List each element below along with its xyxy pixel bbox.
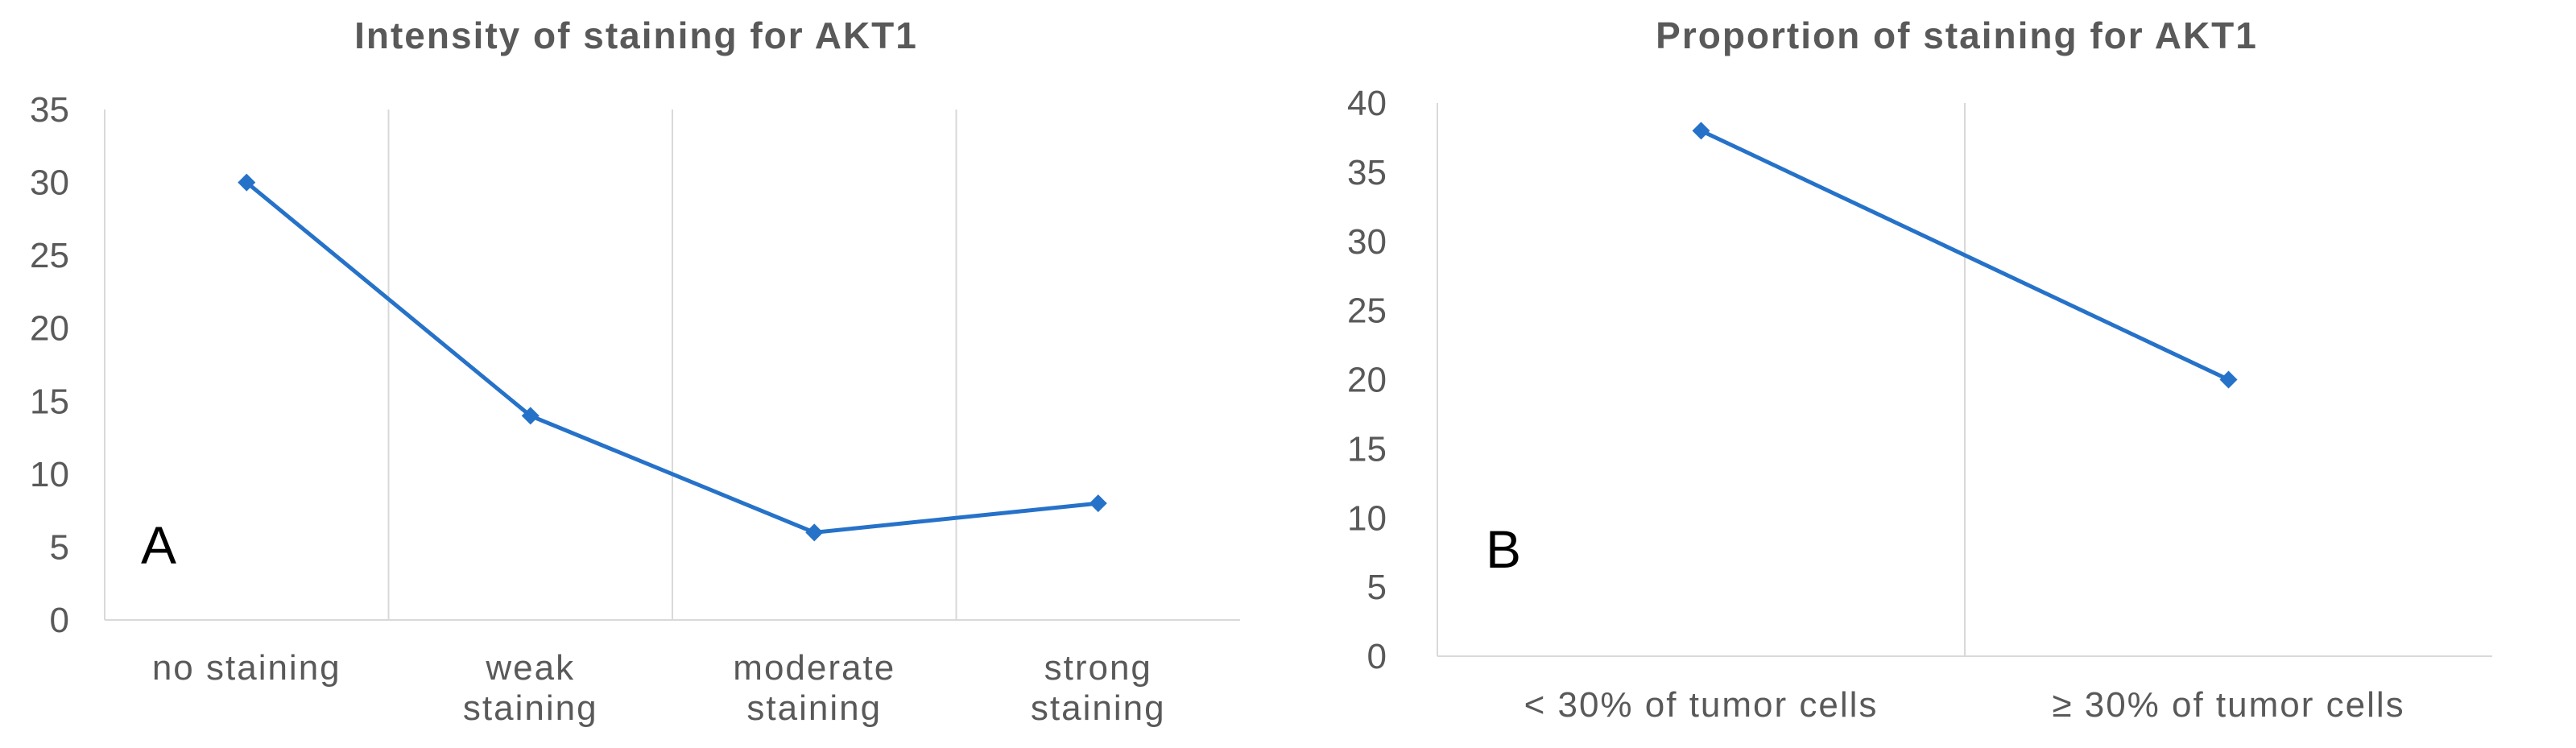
- data-point: [1692, 122, 1710, 140]
- data-point: [2219, 370, 2238, 389]
- y-tick-label: 10: [30, 455, 69, 494]
- panel-letter: A: [141, 515, 176, 575]
- y-tick-label: 15: [30, 382, 69, 421]
- y-tick-label: 40: [1347, 84, 1387, 123]
- data-point: [805, 523, 824, 542]
- x-category-label: weak: [485, 648, 575, 688]
- x-category-label: strong: [1044, 648, 1152, 688]
- x-category-label: ≥ 30% of tumor cells: [2052, 685, 2404, 725]
- y-tick-label: 25: [30, 236, 69, 275]
- y-tick-label: 30: [30, 163, 69, 203]
- data-point: [238, 173, 256, 192]
- y-tick-label: 35: [1347, 153, 1387, 192]
- y-tick-label: 25: [1347, 291, 1387, 331]
- y-tick-label: 20: [30, 309, 69, 349]
- chart-panel-a: Intensity of staining for AKT1 0 5 10 15 20 2…: [30, 14, 1240, 728]
- data-point: [1089, 494, 1107, 513]
- y-tick-label: 10: [1347, 498, 1387, 538]
- x-category-label: no staining: [152, 648, 341, 688]
- series-line: [1700, 129, 2230, 382]
- x-category-label: staining: [463, 688, 598, 728]
- chart-panel-b: Proportion of staining for AKT1 0 5 10 15 20…: [1347, 14, 2492, 725]
- y-tick-label: 15: [1347, 429, 1387, 469]
- x-category-label: moderate: [733, 648, 895, 688]
- y-tick-label: 0: [1367, 637, 1387, 676]
- x-category-label: staining: [1031, 688, 1166, 728]
- data-point: [521, 407, 540, 425]
- y-tick-label: 35: [30, 90, 69, 130]
- y-tick-label: 30: [1347, 222, 1387, 262]
- chart-title: Proportion of staining for AKT1: [1656, 14, 2258, 56]
- y-tick-label: 5: [50, 527, 69, 567]
- y-tick-label: 20: [1347, 361, 1387, 400]
- chart-title: Intensity of staining for AKT1: [354, 14, 918, 56]
- panel-letter: B: [1486, 519, 1521, 579]
- y-tick-label: 0: [50, 601, 69, 640]
- x-category-label: staining: [746, 688, 882, 728]
- x-category-label: < 30% of tumor cells: [1524, 685, 1879, 725]
- y-tick-label: 5: [1367, 568, 1387, 607]
- series-line: [245, 180, 1099, 535]
